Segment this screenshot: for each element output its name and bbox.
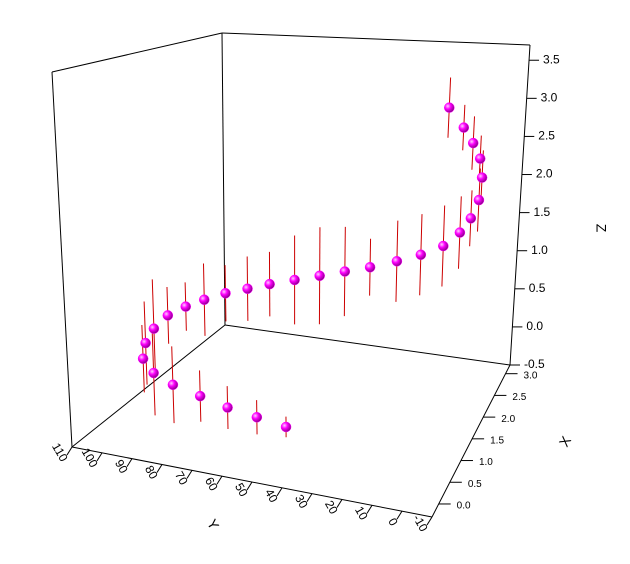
y-tick — [216, 475, 223, 485]
point — [222, 402, 233, 413]
point — [264, 278, 275, 290]
y-tick — [246, 481, 253, 491]
y-tick — [96, 452, 103, 462]
point — [438, 240, 449, 252]
point — [467, 137, 479, 149]
box-edge — [51, 32, 223, 73]
point — [476, 172, 488, 183]
box-edge — [51, 71, 73, 448]
point — [465, 213, 477, 224]
y-tick-label: 90 — [112, 457, 131, 476]
z-axis — [509, 44, 531, 366]
z-tick-label: 0.0 — [526, 319, 543, 333]
y-tick-label: -10 — [410, 512, 431, 534]
y-tick — [186, 470, 193, 479]
point — [473, 194, 485, 206]
x-tick-label: 2.5 — [512, 392, 526, 403]
point — [140, 337, 151, 349]
point — [415, 249, 427, 260]
y-tick — [156, 464, 163, 473]
z-tick-label: 1.0 — [531, 243, 548, 257]
x-axis — [431, 364, 511, 518]
y-tick-label: 80 — [142, 463, 161, 482]
z-tick-label: 2.5 — [538, 129, 555, 143]
z-tick-label: 1.5 — [534, 205, 551, 219]
y-tick-label: 50 — [232, 481, 251, 500]
z-tick-label: 3.0 — [541, 91, 558, 105]
y-tick — [336, 499, 343, 508]
y-tick-label: 110 — [49, 441, 71, 465]
point — [148, 323, 160, 334]
x-tick-label: 1.0 — [479, 457, 493, 468]
point — [137, 353, 149, 364]
x-axis-label: X — [556, 433, 575, 450]
point — [194, 390, 206, 402]
point — [242, 283, 253, 294]
z-tick-label: -0.5 — [524, 357, 545, 371]
point — [391, 255, 403, 267]
box-edge — [224, 324, 511, 366]
point — [148, 367, 159, 379]
point — [180, 301, 191, 312]
point — [220, 288, 231, 299]
y-tick-label: 40 — [262, 486, 281, 505]
y-axis-label: Y — [204, 516, 223, 533]
y-tick — [426, 516, 433, 526]
y-tick — [66, 446, 73, 456]
y-tick — [396, 510, 403, 520]
y-tick — [366, 505, 373, 514]
point — [198, 294, 210, 305]
y-tick — [306, 493, 313, 502]
x-tick-label: 0.5 — [468, 479, 482, 490]
y-tick-label: 10 — [352, 504, 371, 523]
point — [314, 270, 325, 281]
x-tick-label: 2.0 — [501, 414, 515, 425]
y-tick-label: 0 — [385, 515, 401, 528]
point — [251, 411, 263, 423]
x-tick-label: 0.0 — [457, 501, 471, 512]
x-tick-label: 1.5 — [490, 435, 504, 446]
z-tick-label: 3.5 — [543, 52, 560, 66]
point — [339, 266, 351, 277]
point — [474, 153, 486, 164]
x-tick-label: 3.0 — [524, 370, 538, 381]
point — [458, 122, 470, 133]
point — [454, 227, 466, 238]
point — [289, 274, 300, 286]
y-tick-label: 20 — [322, 498, 341, 517]
z-axis-label: Z — [593, 224, 609, 233]
point — [444, 102, 455, 113]
y-tick-label: 30 — [292, 492, 311, 511]
point — [167, 379, 179, 391]
point — [280, 421, 292, 433]
box-edge — [221, 32, 531, 46]
box-edge — [221, 32, 226, 326]
box-edge — [71, 324, 226, 448]
y-tick-label: 70 — [172, 469, 191, 488]
z-tick-label: 2.0 — [536, 167, 553, 181]
point — [162, 310, 174, 321]
y-tick-label: 60 — [202, 475, 221, 494]
point — [364, 261, 376, 273]
z-tick-label: 0.5 — [529, 281, 546, 295]
y-tick — [126, 458, 133, 467]
y-tick — [276, 487, 283, 497]
